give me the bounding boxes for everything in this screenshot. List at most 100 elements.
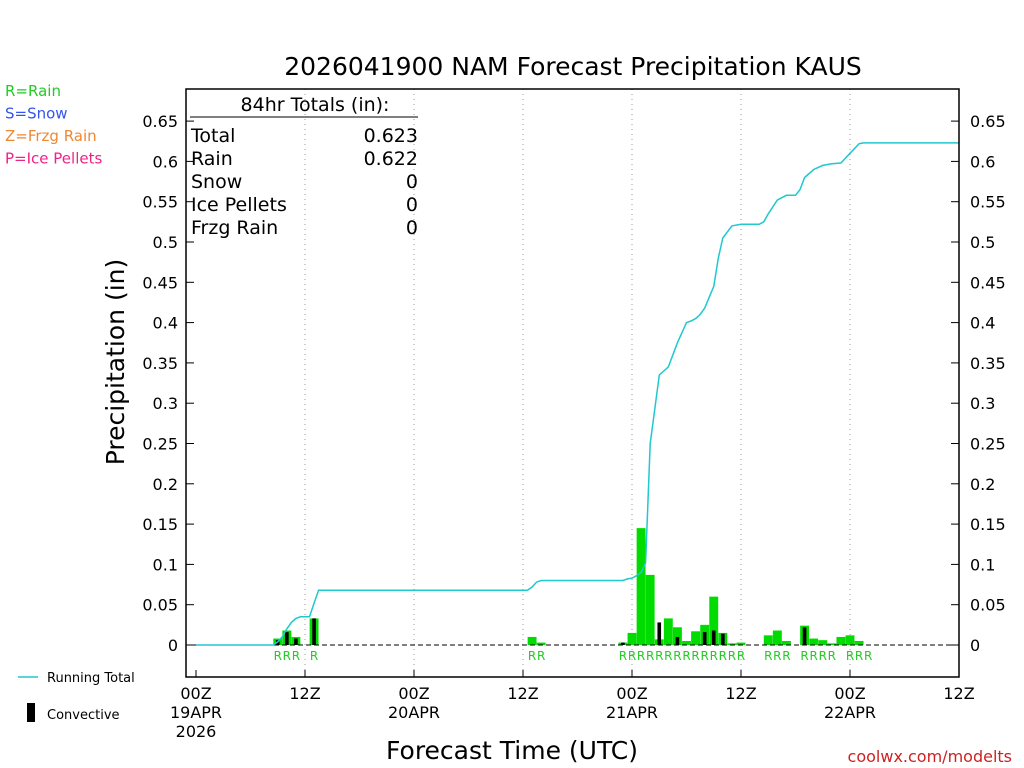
rain-bar — [772, 630, 782, 645]
convective-bar — [711, 630, 716, 645]
y-tick-label-right: 0.25 — [970, 435, 1006, 454]
ptype-legend-item: Z=Frzg Rain — [5, 127, 97, 145]
running-total-line — [196, 142, 959, 646]
rain-bar — [636, 528, 646, 645]
ptype-marker: R — [719, 649, 727, 663]
rain-bar — [809, 638, 819, 645]
ptype-marker: R — [846, 649, 854, 663]
y-tick-label-right: 0.65 — [970, 112, 1006, 131]
ptype-legend-item: P=Ice Pellets — [5, 150, 102, 168]
rain-bar — [781, 640, 791, 645]
x-tick-label: 00Z — [616, 684, 647, 703]
y-tick-label-right: 0.4 — [970, 314, 995, 333]
y-tick-label: 0.5 — [153, 233, 178, 252]
ptype-marker: R — [809, 649, 817, 663]
totals-row-value: 0.623 — [364, 125, 418, 147]
ptype-marker: R — [283, 649, 291, 663]
ptype-marker: R — [628, 649, 636, 663]
x-tick-label: 20APR — [388, 703, 440, 722]
rain-bar — [854, 640, 864, 645]
rain-bar — [682, 640, 691, 645]
x-tick-label: 19APR — [170, 703, 222, 722]
ptype-marker: R — [637, 649, 645, 663]
rain-bar — [827, 643, 837, 645]
rain-bar — [691, 631, 701, 645]
ptype-marker: R — [310, 649, 318, 663]
y-tick-label-right: 0.5 — [970, 233, 995, 252]
ptype-marker: R — [691, 649, 699, 663]
convective-bar — [621, 642, 625, 645]
convective-legend-swatch — [27, 703, 35, 722]
x-tick-label: 12Z — [289, 684, 320, 703]
y-axis-label: Precipitation (in) — [101, 259, 130, 466]
y-tick-label: 0.35 — [142, 354, 178, 373]
convective-bar — [312, 618, 316, 645]
rain-bar — [736, 642, 746, 645]
y-tick-label: 0.2 — [153, 475, 178, 494]
ptype-marker: R — [664, 649, 672, 663]
ptype-legend-item: R=Rain — [5, 82, 61, 100]
y-tick-label: 0.55 — [142, 193, 178, 212]
ptype-marker: R — [700, 649, 708, 663]
totals-row-label: Ice Pellets — [191, 194, 287, 216]
series-legend: Running Total Convective — [18, 671, 135, 723]
convective-bar — [675, 636, 680, 645]
rain-bar — [672, 627, 682, 645]
totals-row-value: 0 — [406, 217, 418, 239]
y-tick-label-right: 0.15 — [970, 515, 1006, 534]
ptype-marker: R — [764, 649, 772, 663]
ptype-marker: R — [828, 649, 836, 663]
ptype-marker: R — [782, 649, 790, 663]
rain-bar — [845, 635, 855, 645]
totals-row-value: 0 — [406, 194, 418, 216]
convective-bar — [702, 632, 707, 645]
rain-bar — [627, 632, 637, 645]
x-tick-label: 21APR — [606, 703, 658, 722]
y-tick-label: 0.6 — [153, 152, 178, 171]
y-tick-label: 0.65 — [142, 112, 178, 131]
convective-bars — [275, 618, 807, 645]
grid-lines — [304, 89, 851, 677]
y-tick-label-right: 0.1 — [970, 555, 995, 574]
rain-bar — [663, 618, 673, 645]
ptype-marker: R — [682, 649, 690, 663]
rain-bar — [645, 574, 655, 645]
ptype-marker: R — [728, 649, 736, 663]
y-tick-label: 0.4 — [153, 314, 178, 333]
ptype-marker: R — [800, 649, 808, 663]
ptype-marker: R — [274, 649, 282, 663]
x-tick-label: 22APR — [824, 703, 876, 722]
convective-bar — [721, 633, 725, 645]
y-tick-label-right: 0.3 — [970, 394, 995, 413]
convective-bar — [285, 632, 289, 645]
ptype-marker: R — [673, 649, 681, 663]
ptype-legend-item: S=Snow — [5, 105, 68, 123]
y-tick-label: 0.45 — [142, 273, 178, 292]
y-tick-label: 0.1 — [153, 555, 178, 574]
totals-row-value: 0 — [406, 171, 418, 193]
x-tick-label: 12Z — [507, 684, 538, 703]
plot-frame — [185, 88, 960, 678]
x-tick-label: 2026 — [176, 722, 217, 741]
totals-box: 84hr Totals (in): Total 0.623 Rain 0.622 Snow… — [190, 94, 418, 239]
y-tick-label-right: 0.6 — [970, 152, 995, 171]
rain-bar — [763, 635, 773, 645]
x-axis-label: Forecast Time (UTC) — [386, 736, 638, 765]
rain-bars — [273, 528, 864, 645]
y-axis-right: 0 0.05 0.1 0.15 0.2 0.25 0.3 0.35 0.4 0.45 0.5 0.55… — [951, 112, 1006, 655]
ptype-marker: R — [864, 649, 872, 663]
y-tick-label: 0.3 — [153, 394, 178, 413]
ptype-marker: R — [537, 649, 545, 663]
y-tick-label-right: 0 — [970, 636, 980, 655]
ptype-marker: R — [646, 649, 654, 663]
y-tick-label-right: 0.55 — [970, 193, 1006, 212]
rain-bar — [709, 596, 719, 645]
ptype-marker: R — [528, 649, 536, 663]
x-tick-label: 12Z — [725, 684, 756, 703]
ptype-marker: R — [710, 649, 718, 663]
y-tick-label-right: 0.2 — [970, 475, 995, 494]
convective-bar — [802, 627, 807, 645]
chart-title: 2026041900 NAM Forecast Precipitation KA… — [284, 52, 862, 81]
